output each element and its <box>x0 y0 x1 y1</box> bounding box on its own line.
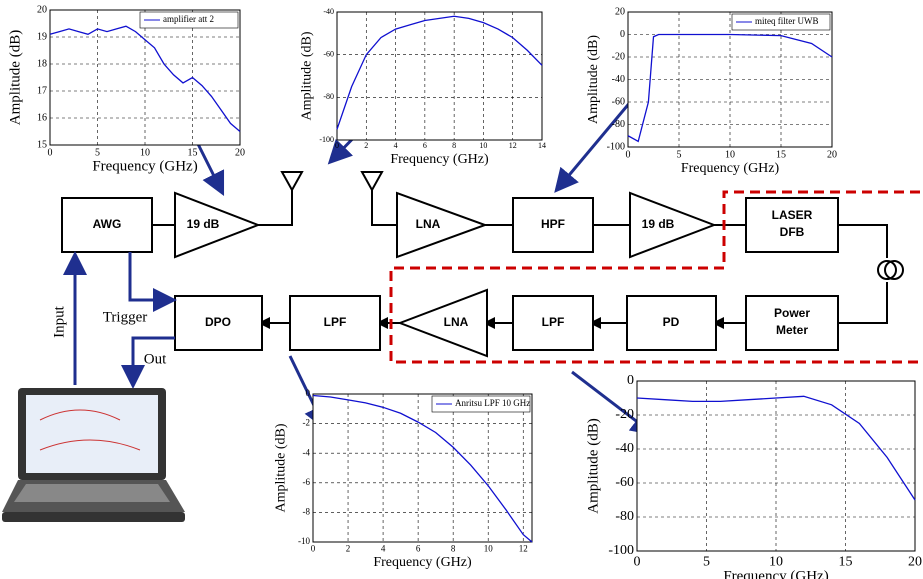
block-label: 19 dB <box>187 217 220 231</box>
x-tick-label: 0 <box>311 543 316 553</box>
x-tick-label: 15 <box>776 149 786 160</box>
diagram: AWG 19 dB LNA HPF 19 dB LASER DFB DPO LP… <box>0 0 923 579</box>
x-tick-label: 5 <box>703 554 710 569</box>
y-tick-label: 16 <box>37 112 47 123</box>
y-tick-label: 18 <box>37 58 47 69</box>
block-label: LASER <box>772 208 813 222</box>
x-tick-label: 4 <box>394 141 398 150</box>
y-tick-label: -60 <box>612 96 625 107</box>
x-tick-label: 0 <box>48 147 53 158</box>
y-tick-label: 0 <box>620 29 625 40</box>
y-axis-label: Amplitude (dB) <box>586 35 601 124</box>
block-label: AWG <box>93 217 122 231</box>
x-tick-label: 5 <box>95 147 100 158</box>
y-axis-label: Amplitude (dB) <box>7 30 23 125</box>
x-tick-label: 10 <box>484 543 494 553</box>
y-tick-label: 20 <box>37 4 47 15</box>
x-tick-label: 2 <box>346 543 351 553</box>
y-tick-label: -100 <box>607 141 625 152</box>
block-label: LNA <box>444 315 469 329</box>
x-tick-label: 14 <box>538 141 546 150</box>
y-tick-label: -6 <box>303 477 311 487</box>
legend-label: miteq filter UWB <box>755 16 818 26</box>
y-tick-label: -10 <box>298 536 310 546</box>
x-tick-label: 8 <box>452 141 456 150</box>
x-tick-label: 10 <box>769 554 783 569</box>
y-axis-label: Amplitude (dB) <box>300 31 315 120</box>
y-tick-label: -4 <box>303 447 311 457</box>
x-axis-label: Frequency (GHz) <box>390 152 489 167</box>
y-axis-label: Amplitude (dB) <box>586 418 602 513</box>
block-label: PD <box>663 315 680 329</box>
signal-label: Trigger <box>103 309 147 325</box>
plot-area <box>337 12 542 140</box>
x-axis-label: Frequency (GHz) <box>723 568 828 579</box>
x-axis-label: Frequency (GHz) <box>92 158 197 174</box>
x-tick-label: 0 <box>335 141 339 150</box>
x-axis-label: Frequency (GHz) <box>373 555 472 570</box>
block-label: HPF <box>541 217 565 231</box>
laptop <box>2 388 185 522</box>
x-tick-label: 12 <box>509 141 517 150</box>
y-tick-label: 20 <box>615 6 625 17</box>
y-tick-label: -100 <box>319 135 334 144</box>
y-tick-label: -20 <box>612 51 625 62</box>
plot-area <box>313 394 532 542</box>
block-label: LNA <box>416 217 441 231</box>
block-label: LPF <box>542 315 565 329</box>
y-tick-label: -40 <box>323 7 334 16</box>
block-label: Meter <box>776 323 808 337</box>
x-tick-label: 5 <box>677 149 682 160</box>
x-tick-label: 15 <box>839 554 853 569</box>
x-tick-label: 10 <box>479 141 487 150</box>
y-axis-label: Amplitude (dB) <box>273 423 288 512</box>
amplifier <box>397 193 485 257</box>
y-tick-label: 0 <box>627 373 634 388</box>
x-tick-label: 20 <box>827 149 837 160</box>
signal-label: Input <box>51 305 67 337</box>
x-tick-label: 6 <box>423 141 427 150</box>
y-tick-label: 17 <box>37 85 47 96</box>
y-tick-label: -80 <box>615 509 634 524</box>
x-tick-label: 0 <box>626 149 631 160</box>
x-tick-label: 2 <box>364 141 368 150</box>
y-tick-label: -40 <box>615 441 634 456</box>
x-tick-label: 10 <box>140 147 150 158</box>
x-tick-label: 20 <box>908 554 922 569</box>
x-tick-label: 20 <box>235 147 245 158</box>
y-tick-label: -100 <box>608 543 634 558</box>
x-tick-label: 12 <box>519 543 528 553</box>
y-tick-label: -8 <box>303 506 311 516</box>
y-tick-label: 19 <box>37 31 47 42</box>
legend-label: Anritsu LPF 10 GHz <box>455 398 530 408</box>
y-tick-label: -60 <box>323 49 334 58</box>
x-tick-label: 6 <box>416 543 421 553</box>
y-tick-label: 15 <box>37 139 47 150</box>
y-tick-label: 0 <box>306 388 311 398</box>
x-tick-label: 15 <box>188 147 198 158</box>
y-tick-label: -80 <box>323 92 334 101</box>
block-label: DFB <box>780 225 805 239</box>
block-label: DPO <box>205 315 231 329</box>
y-tick-label: -2 <box>303 418 311 428</box>
x-tick-label: 8 <box>451 543 456 553</box>
y-tick-label: -40 <box>612 74 625 85</box>
block-label: Power <box>774 306 810 320</box>
x-tick-label: 0 <box>634 554 641 569</box>
block-label: 19 dB <box>642 217 675 231</box>
legend-label: amplifier att 2 <box>163 14 214 24</box>
y-tick-label: -60 <box>615 475 634 490</box>
x-tick-label: 4 <box>381 543 386 553</box>
block-label: LPF <box>324 315 347 329</box>
y-tick-label: -20 <box>615 407 634 422</box>
signal-label: Out <box>144 351 167 367</box>
x-tick-label: 10 <box>725 149 735 160</box>
x-axis-label: Frequency (GHz) <box>681 161 780 176</box>
y-tick-label: -80 <box>612 119 625 130</box>
